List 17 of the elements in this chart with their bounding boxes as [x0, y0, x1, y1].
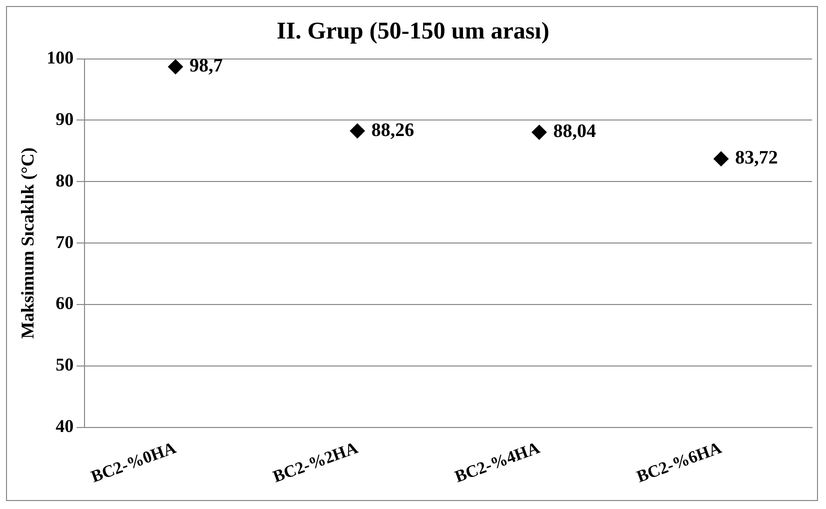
- y-axis-title: Maksimum Sıcaklık (°C): [17, 148, 38, 339]
- y-tick-label: 100: [46, 47, 74, 68]
- y-tick-label: 50: [56, 354, 74, 375]
- y-tick-label: 90: [56, 108, 74, 129]
- data-label: 98,7: [190, 56, 224, 77]
- data-label: 88,26: [371, 120, 414, 141]
- y-tick-label: 40: [56, 416, 74, 436]
- y-tick-label: 70: [56, 232, 74, 252]
- point: [350, 123, 365, 138]
- y-tick-label: 60: [56, 293, 74, 314]
- point: [532, 124, 547, 140]
- chart-title: II. Grup (50-150 um arası): [276, 18, 550, 45]
- point: [168, 59, 184, 74]
- data-label: 83,72: [735, 148, 778, 169]
- point: [714, 151, 729, 166]
- data-label: 88,04: [553, 121, 596, 142]
- y-tick-label: 80: [56, 170, 74, 190]
